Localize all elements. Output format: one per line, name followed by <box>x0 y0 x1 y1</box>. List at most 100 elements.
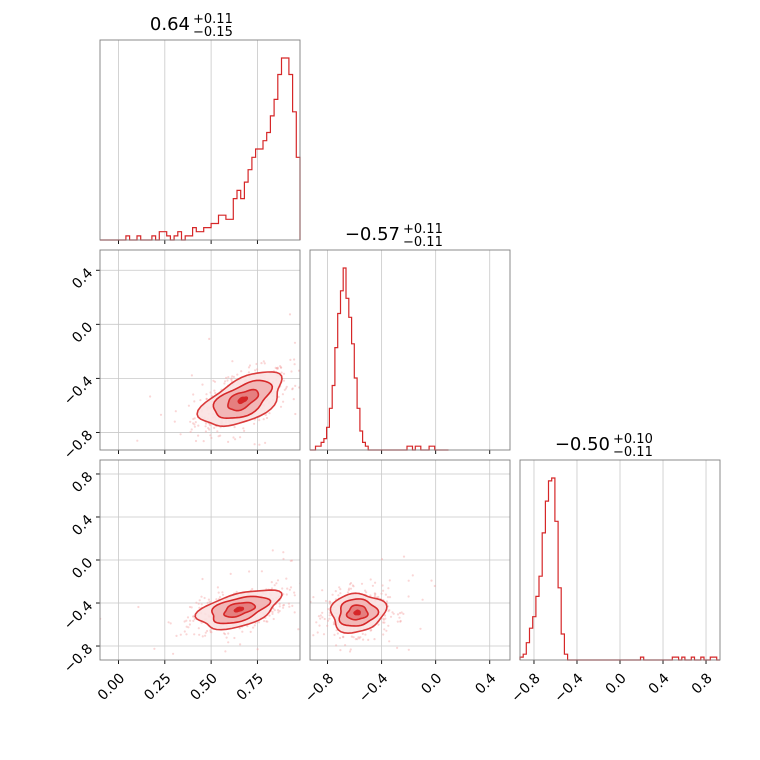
sample-point <box>209 434 212 437</box>
sample-point <box>190 606 193 609</box>
sample-point <box>193 425 196 428</box>
sample-point <box>268 614 271 617</box>
sample-point <box>189 619 192 622</box>
sample-point <box>388 609 391 612</box>
sample-point <box>217 452 219 454</box>
sample-point <box>223 633 227 636</box>
sample-point <box>253 624 256 627</box>
sample-point <box>352 636 355 639</box>
sample-point <box>284 387 288 390</box>
sample-point <box>373 638 376 641</box>
sample-point <box>276 366 279 369</box>
sample-point <box>283 388 286 391</box>
x-tick-label: 0.4 <box>472 670 499 697</box>
sample-point <box>297 369 300 372</box>
sample-point <box>292 398 295 401</box>
panel-frame <box>309 459 511 661</box>
sample-point <box>230 378 233 381</box>
sample-point <box>216 586 219 589</box>
sample-point <box>290 559 294 562</box>
sample-point <box>256 648 259 651</box>
sample-point <box>332 623 335 626</box>
sample-point <box>209 629 212 632</box>
sample-point <box>252 626 255 629</box>
sample-point <box>312 596 315 599</box>
sample-point <box>246 625 249 628</box>
sample-point <box>402 612 405 616</box>
sample-point <box>225 376 228 379</box>
sample-point <box>334 590 337 593</box>
sample-point <box>186 616 190 619</box>
sample-point <box>338 586 341 589</box>
sample-point <box>208 424 212 427</box>
sample-point <box>270 581 273 584</box>
sample-point <box>192 619 195 623</box>
y-tick-label: 0.0 <box>69 555 96 582</box>
sample-point <box>365 591 368 594</box>
sample-point <box>201 577 204 581</box>
sample-point <box>226 379 229 382</box>
sample-point <box>232 436 235 439</box>
sample-point <box>213 426 216 429</box>
sample-point <box>202 440 205 443</box>
sample-point <box>373 594 377 597</box>
sample-point <box>194 439 198 443</box>
sample-point <box>263 648 265 650</box>
sample-point <box>382 617 385 620</box>
sample-point <box>282 593 285 596</box>
y-tick-label: 0.8 <box>69 469 96 496</box>
sample-point <box>247 366 251 369</box>
sample-point <box>273 584 276 587</box>
sample-point <box>383 621 386 624</box>
sample-point <box>285 577 288 580</box>
sample-point <box>188 623 191 626</box>
sample-point <box>349 582 353 585</box>
sample-point <box>288 605 291 608</box>
sample-point <box>293 358 296 361</box>
histogram-panel-2: −0.50 +0.10−0.11 <box>519 432 721 664</box>
sample-point <box>285 385 288 388</box>
x-tick-label: 0.25 <box>141 670 174 703</box>
sample-point <box>200 595 203 598</box>
sample-point <box>318 624 321 627</box>
sample-point <box>386 596 390 599</box>
sample-point <box>229 572 232 576</box>
sample-point <box>359 636 362 639</box>
sample-point <box>149 395 152 398</box>
sample-point <box>197 434 200 437</box>
contour-level-4 <box>237 396 249 405</box>
summary-upper: +0.10 <box>613 432 653 447</box>
sample-point <box>356 638 359 641</box>
sample-point <box>392 612 395 615</box>
sample-point <box>174 410 177 413</box>
sample-point <box>276 609 280 612</box>
sample-point <box>352 585 355 588</box>
sample-point <box>192 615 195 618</box>
sample-point <box>364 633 367 636</box>
x-tick-label: 0.75 <box>234 670 267 703</box>
sample-point <box>349 587 353 590</box>
sample-point <box>287 602 290 605</box>
sample-point <box>217 591 220 594</box>
sample-point <box>262 418 265 421</box>
sample-point <box>380 558 384 561</box>
y-tick-label: 0.4 <box>69 512 96 539</box>
sample-point <box>383 614 387 617</box>
sample-point <box>197 424 200 427</box>
sample-point <box>286 587 289 590</box>
sample-point <box>192 615 195 618</box>
sample-point <box>231 360 234 363</box>
sample-point <box>251 587 254 591</box>
summary-median: 0.64 <box>150 14 190 35</box>
sample-point <box>233 636 236 640</box>
sample-point <box>327 608 330 611</box>
sample-point <box>382 621 385 624</box>
sample-point <box>268 412 271 415</box>
y-tick-label: −0.4 <box>61 598 96 633</box>
panel-frame <box>99 459 301 661</box>
x-tick-label: −0.4 <box>356 670 391 705</box>
sample-point <box>136 439 139 442</box>
sample-point <box>327 619 330 622</box>
sample-point <box>183 620 186 623</box>
sample-point <box>398 612 402 615</box>
